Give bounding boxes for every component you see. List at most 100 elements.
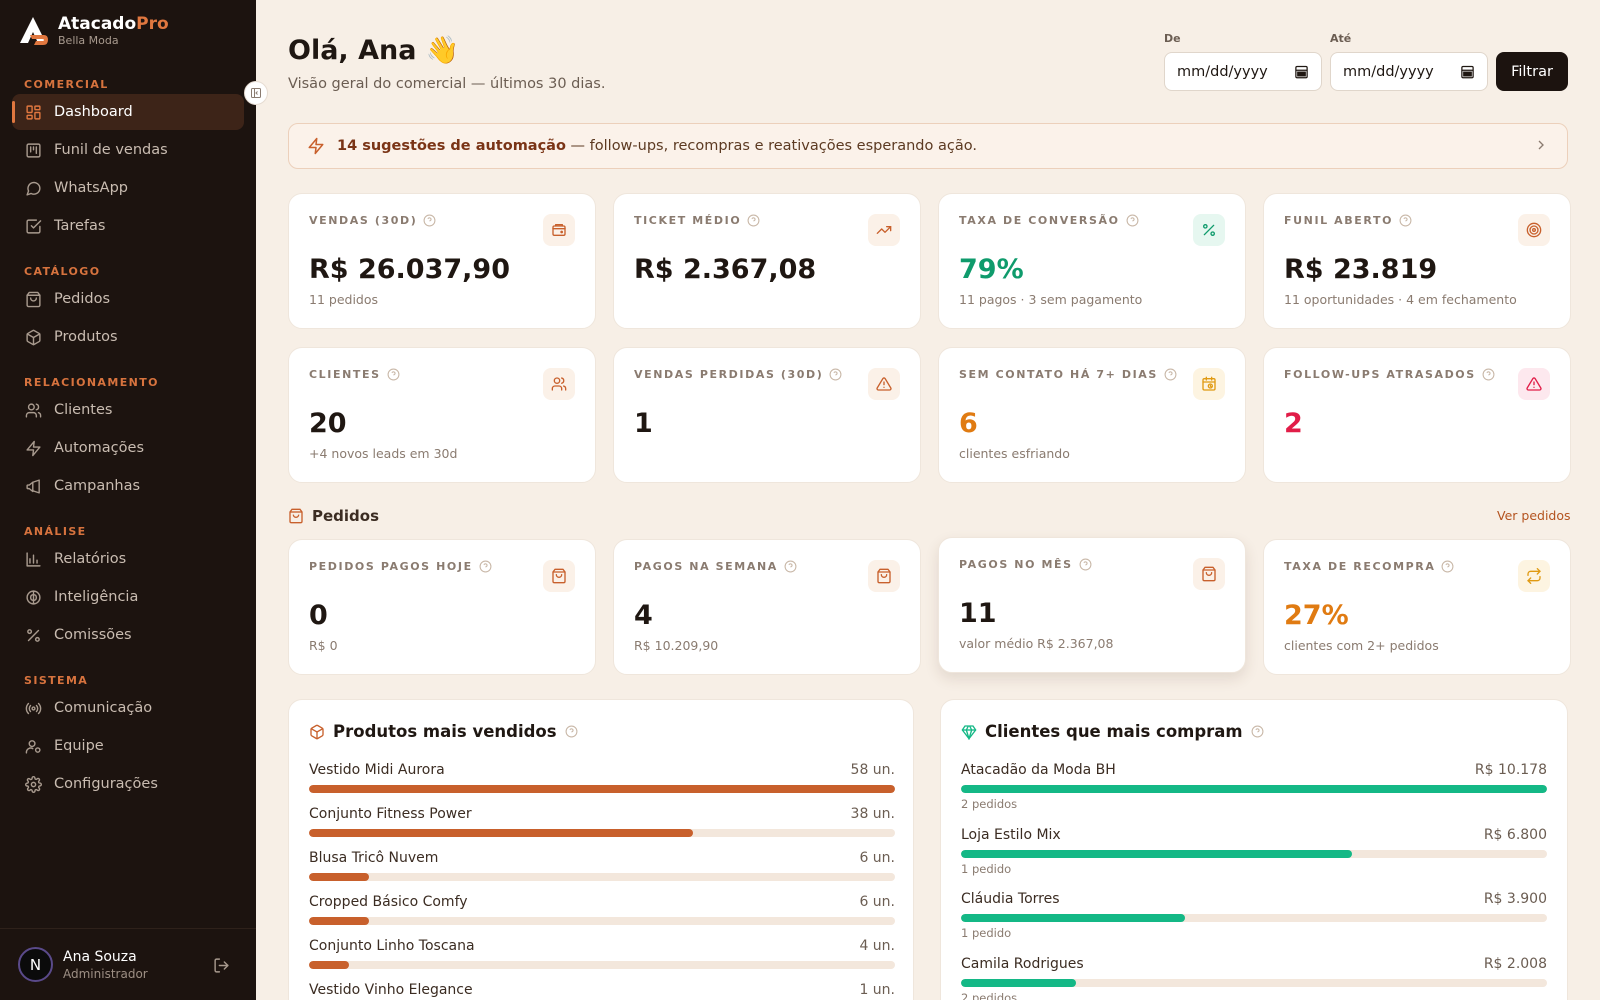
sidebar-item-pedidos[interactable]: Pedidos: [12, 281, 244, 317]
help-icon[interactable]: [1079, 558, 1092, 571]
user-profile[interactable]: N Ana Souza Administrador: [0, 928, 256, 1000]
kpi-card[interactable]: PEDIDOS PAGOS HOJE 0 R$ 0: [288, 539, 596, 675]
dashboard-icon: [26, 104, 41, 120]
kpi-label: PEDIDOS PAGOS HOJE: [309, 560, 492, 573]
sidebar-item-tarefas[interactable]: Tarefas: [12, 208, 244, 244]
kpi-label: TICKET MÉDIO: [634, 214, 760, 227]
help-icon[interactable]: [1126, 214, 1139, 227]
sidebar-item-label: Comissões: [54, 627, 132, 643]
kpi-card[interactable]: SEM CONTATO HÁ 7+ DIAS 6 clientes esfriand…: [938, 347, 1246, 483]
sidebar-item-configuracoes[interactable]: Configurações: [12, 766, 244, 802]
kpi-card[interactable]: PAGOS NO MÊS 11 valor médio R$ 2.367,08: [938, 537, 1246, 673]
lightning-icon: [308, 137, 324, 155]
bar-value: 4 un.: [859, 938, 895, 954]
sidebar-item-comunicacao[interactable]: Comunicação: [12, 690, 244, 726]
kpi-card[interactable]: TAXA DE CONVERSÃO 79% 11 pagos · 3 sem pag…: [938, 193, 1246, 329]
bar-fill: [309, 961, 350, 969]
kpi-card[interactable]: TAXA DE RECOMPRA 27% clientes com 2+ pedid…: [1263, 539, 1571, 675]
calendar-icon[interactable]: [1460, 64, 1475, 79]
sidebar-item-produtos[interactable]: Produtos: [12, 319, 244, 355]
help-icon[interactable]: [387, 368, 400, 381]
bar-fill: [961, 785, 1547, 793]
sidebar-item-label: Configurações: [54, 776, 158, 792]
percent-icon: [27, 628, 40, 642]
user-name: Ana Souza: [63, 948, 137, 965]
date-from-placeholder: mm/dd/yyyy: [1177, 63, 1268, 80]
date-to-input[interactable]: mm/dd/yyyy: [1330, 52, 1488, 91]
kpi-label: FUNIL ABERTO: [1284, 214, 1412, 227]
sidebar-item-clientes[interactable]: Clientes: [12, 392, 244, 428]
help-icon[interactable]: [479, 560, 492, 573]
bar-chart-icon: [26, 551, 41, 567]
sidebar-item-funil-de-vendas[interactable]: Funil de vendas: [12, 132, 244, 168]
kpi-value: 27%: [1284, 600, 1349, 631]
help-icon[interactable]: [1399, 214, 1412, 227]
help-icon[interactable]: [1251, 725, 1264, 738]
bar-value: R$ 2.008: [1483, 955, 1547, 972]
bar-meta: 2 pedidos: [961, 990, 1018, 1000]
kpi-label: TAXA DE CONVERSÃO: [959, 214, 1139, 227]
kpi-card[interactable]: TICKET MÉDIO R$ 2.367,08: [613, 193, 921, 329]
kpi-card[interactable]: VENDAS (30D) R$ 26.037,90 11 pedidos: [288, 193, 596, 329]
help-icon[interactable]: [829, 368, 842, 381]
sidebar-collapse-button[interactable]: [244, 81, 268, 105]
kpi-label: SEM CONTATO HÁ 7+ DIAS: [959, 368, 1177, 381]
kpi-icon-badge: [543, 560, 575, 592]
kpi-subtext: +4 novos leads em 30d: [309, 446, 458, 461]
help-icon[interactable]: [784, 560, 797, 573]
sidebar-item-whatsapp[interactable]: WhatsApp: [12, 170, 244, 206]
help-icon[interactable]: [1482, 368, 1495, 381]
sidebar-item-comissoes[interactable]: Comissões: [12, 617, 244, 653]
help-icon[interactable]: [747, 214, 760, 227]
nav-section-title: COMERCIAL: [24, 78, 109, 91]
diamond-icon: [961, 724, 977, 740]
kpi-card[interactable]: VENDAS PERDIDAS (30D) 1: [613, 347, 921, 483]
kpi-card[interactable]: CLIENTES 20 +4 novos leads em 30d: [288, 347, 596, 483]
shopping-bag-icon: [1202, 566, 1216, 582]
kpi-card[interactable]: FOLLOW-UPS ATRASADOS 2: [1263, 347, 1571, 483]
kpi-card[interactable]: FUNIL ABERTO R$ 23.819 11 oportunidades · …: [1263, 193, 1571, 329]
bar-label: Conjunto Linho Toscana: [309, 938, 475, 954]
bar-fill: [961, 978, 1077, 987]
bar-value: R$ 3.900: [1483, 891, 1547, 907]
nav-section-title: ANÁLISE: [24, 525, 87, 538]
top-clients-title-text: Clientes que mais compram: [985, 722, 1243, 741]
kpi-icon-badge: [1518, 368, 1550, 400]
sidebar-item-relatorios[interactable]: Relatórios: [12, 541, 244, 577]
bar-meta: 1 pedido: [961, 861, 1012, 876]
help-icon[interactable]: [565, 725, 578, 738]
brand[interactable]: AtacadoPro Bella Moda: [18, 14, 169, 47]
top-clients-panel: Clientes que mais compram Atacadão da Mo…: [940, 699, 1568, 1000]
bar-track: [961, 914, 1547, 922]
kpi-subtext: valor médio R$ 2.367,08: [959, 636, 1114, 651]
bar-label: Atacadão da Moda BH: [961, 762, 1116, 778]
bar-value: 6 un.: [859, 894, 895, 910]
bar-meta: 2 pedidos: [961, 797, 1018, 811]
date-to-placeholder: mm/dd/yyyy: [1343, 63, 1434, 80]
avatar[interactable]: N: [18, 947, 53, 982]
bar-label: Camila Rodrigues: [961, 955, 1084, 972]
calendar-icon[interactable]: [1294, 64, 1309, 79]
sidebar-item-dashboard[interactable]: Dashboard: [12, 94, 244, 130]
date-from-input[interactable]: mm/dd/yyyy: [1164, 52, 1322, 91]
sidebar-item-inteligencia[interactable]: Inteligência: [12, 579, 244, 615]
orders-section-label: Pedidos: [312, 507, 380, 525]
sidebar-item-label: WhatsApp: [54, 180, 128, 196]
sidebar-item-campanhas[interactable]: Campanhas: [12, 468, 244, 504]
bar-track: [961, 978, 1547, 987]
target-icon: [1526, 222, 1542, 238]
filter-button[interactable]: Filtrar: [1496, 52, 1568, 91]
help-icon[interactable]: [1441, 560, 1454, 573]
view-orders-link[interactable]: Ver pedidos: [1497, 508, 1571, 523]
help-icon[interactable]: [423, 214, 436, 227]
sidebar-item-label: Automações: [54, 440, 144, 456]
kpi-card[interactable]: PAGOS NA SEMANA 4 R$ 10.209,90: [613, 539, 921, 675]
sidebar-item-equipe[interactable]: Equipe: [12, 728, 244, 764]
top-products-panel: Produtos mais vendidos Vestido Midi Auro…: [288, 699, 914, 1000]
logout-icon[interactable]: [213, 957, 230, 974]
automation-suggestions-banner[interactable]: 14 sugestões de automação — follow-ups, …: [288, 123, 1568, 169]
nav-section-title: CATÁLOGO: [24, 265, 101, 278]
sidebar-item-automacoes[interactable]: Automações: [12, 430, 244, 466]
help-icon[interactable]: [1164, 368, 1177, 381]
bar-label: Vestido Midi Aurora: [309, 762, 445, 778]
